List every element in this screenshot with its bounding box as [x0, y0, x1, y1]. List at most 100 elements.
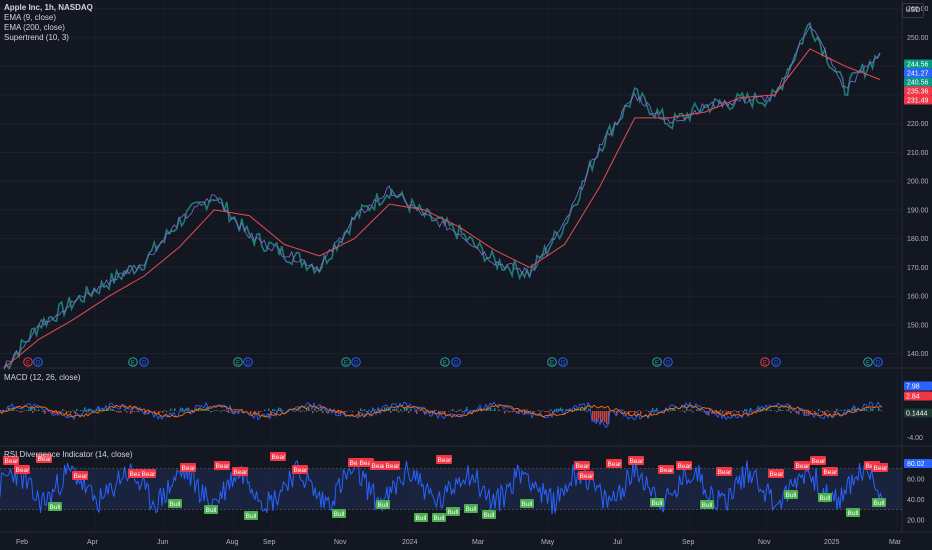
- macd-title[interactable]: MACD (12, 26, close): [4, 373, 81, 382]
- macd-histogram-bar: [74, 411, 76, 414]
- macd-histogram-bar: [58, 411, 60, 413]
- macd-histogram-bar: [148, 411, 150, 414]
- rsi-tick-label: 20.00: [907, 517, 925, 524]
- price-label: 241.27: [907, 71, 929, 78]
- event-marker-label: D: [36, 361, 41, 367]
- macd-histogram-bar: [494, 408, 496, 411]
- time-tick-label: 2024: [402, 539, 418, 546]
- macd-histogram-bar: [476, 410, 478, 411]
- event-marker-label: E: [866, 361, 870, 367]
- bull-signal-tag: [168, 499, 182, 508]
- indicator-ema9[interactable]: EMA (9, close): [4, 13, 57, 22]
- event-marker-icon: [558, 357, 568, 367]
- macd-histogram-bar: [384, 407, 386, 411]
- indicator-ema200[interactable]: EMA (200, close): [4, 23, 65, 32]
- bear-signal-label: Bear: [182, 465, 197, 472]
- bear-signal-label: Bear: [580, 473, 595, 480]
- macd-histogram-bar: [554, 409, 556, 411]
- indicator-supertrend[interactable]: Supertrend (10, 3): [4, 33, 69, 42]
- macd-histogram-bar: [374, 409, 376, 411]
- macd-histogram-bar: [96, 409, 98, 411]
- rsi-tick-label: 60.00: [907, 476, 925, 483]
- macd-histogram-bar: [130, 411, 132, 414]
- time-tick-label: Nov: [334, 539, 347, 546]
- macd-histogram-bar: [634, 411, 636, 415]
- macd-histogram-bar: [106, 407, 108, 411]
- macd-histogram-bar: [20, 411, 22, 413]
- time-tick-label: May: [541, 539, 555, 546]
- macd-histogram-bar: [688, 410, 690, 411]
- bull-signal-tag: [482, 510, 496, 519]
- bear-signal-label: Bear: [16, 467, 31, 474]
- event-marker-label: E: [655, 361, 659, 367]
- macd-histogram-bar: [138, 411, 140, 413]
- bear-signal-label: Bear: [294, 467, 309, 474]
- macd-histogram-bar: [90, 408, 92, 411]
- macd-histogram-bar: [724, 410, 726, 411]
- macd-histogram-bar: [622, 409, 624, 411]
- rsi-title[interactable]: RSI Divergence Indicator (14, close): [4, 450, 133, 459]
- macd-histogram-bar: [568, 409, 570, 411]
- bear-signal-label: Bear: [386, 463, 401, 470]
- event-marker-label: D: [454, 361, 459, 367]
- macd-histogram-bar: [280, 408, 282, 411]
- bear-signal-label: Bear: [796, 463, 811, 470]
- macd-histogram-bar: [360, 408, 362, 411]
- macd-histogram-bar: [2, 409, 4, 411]
- time-tick-label: Sep: [263, 539, 276, 546]
- macd-histogram-bar: [866, 409, 868, 411]
- macd-histogram-bar: [574, 407, 576, 411]
- macd-histogram-bar: [750, 408, 752, 411]
- macd-histogram-bar: [114, 409, 116, 411]
- macd-label-bg: [904, 391, 932, 401]
- macd-histogram-bar: [698, 409, 700, 411]
- macd-histogram-bar: [878, 407, 880, 411]
- macd-histogram-bar: [442, 411, 444, 413]
- macd-histogram-bar: [572, 410, 574, 411]
- macd-histogram-bar: [844, 409, 846, 411]
- event-marker-icon: [440, 357, 450, 367]
- macd-histogram-bar: [606, 411, 608, 425]
- bear-signal-tag: [810, 456, 826, 465]
- macd-histogram-bar: [686, 407, 688, 411]
- bear-signal-tag: [14, 465, 30, 474]
- macd-histogram-bar: [470, 410, 472, 411]
- event-marker-label: E: [443, 361, 447, 367]
- currency-button[interactable]: USD: [902, 3, 924, 18]
- bear-signal-label: Bear: [234, 469, 249, 476]
- bear-signal-tag: [180, 463, 196, 472]
- macd-histogram-bar: [224, 410, 226, 411]
- macd-histogram-bar: [852, 408, 854, 411]
- macd-histogram-bar: [204, 409, 206, 411]
- macd-histogram-bar: [120, 411, 122, 413]
- bear-signal-tag: [72, 471, 88, 480]
- macd-histogram-bar: [200, 409, 202, 411]
- price-label-bg: [904, 95, 932, 105]
- ema9-line: [3, 25, 881, 370]
- macd-histogram-bar: [432, 411, 434, 415]
- macd-histogram-bar: [118, 411, 120, 413]
- time-tick-label: Mar: [472, 539, 485, 546]
- bear-signal-tag: [292, 465, 308, 474]
- bear-signal-tag: [370, 461, 386, 470]
- macd-histogram-bar: [22, 411, 24, 412]
- macd-histogram-bar: [670, 409, 672, 411]
- macd-histogram-bar: [774, 410, 776, 411]
- macd-histogram-bar: [756, 409, 758, 411]
- macd-histogram-bar: [646, 410, 648, 411]
- event-marker-icon: [128, 357, 138, 367]
- macd-histogram-bar: [692, 411, 694, 413]
- bull-signal-tag: [784, 490, 798, 499]
- macd-histogram-bar: [650, 411, 652, 413]
- macd-histogram-bar: [210, 411, 212, 413]
- macd-histogram-bar: [14, 410, 16, 411]
- macd-histogram-bar: [466, 406, 468, 411]
- time-tick-label: Jul: [613, 539, 622, 546]
- macd-histogram-bar: [250, 411, 252, 413]
- macd-histogram-bar: [164, 410, 166, 411]
- macd-histogram-bar: [610, 411, 612, 412]
- macd-histogram-bar: [278, 407, 280, 411]
- macd-histogram-bar: [792, 410, 794, 411]
- macd-histogram-bar: [26, 410, 28, 411]
